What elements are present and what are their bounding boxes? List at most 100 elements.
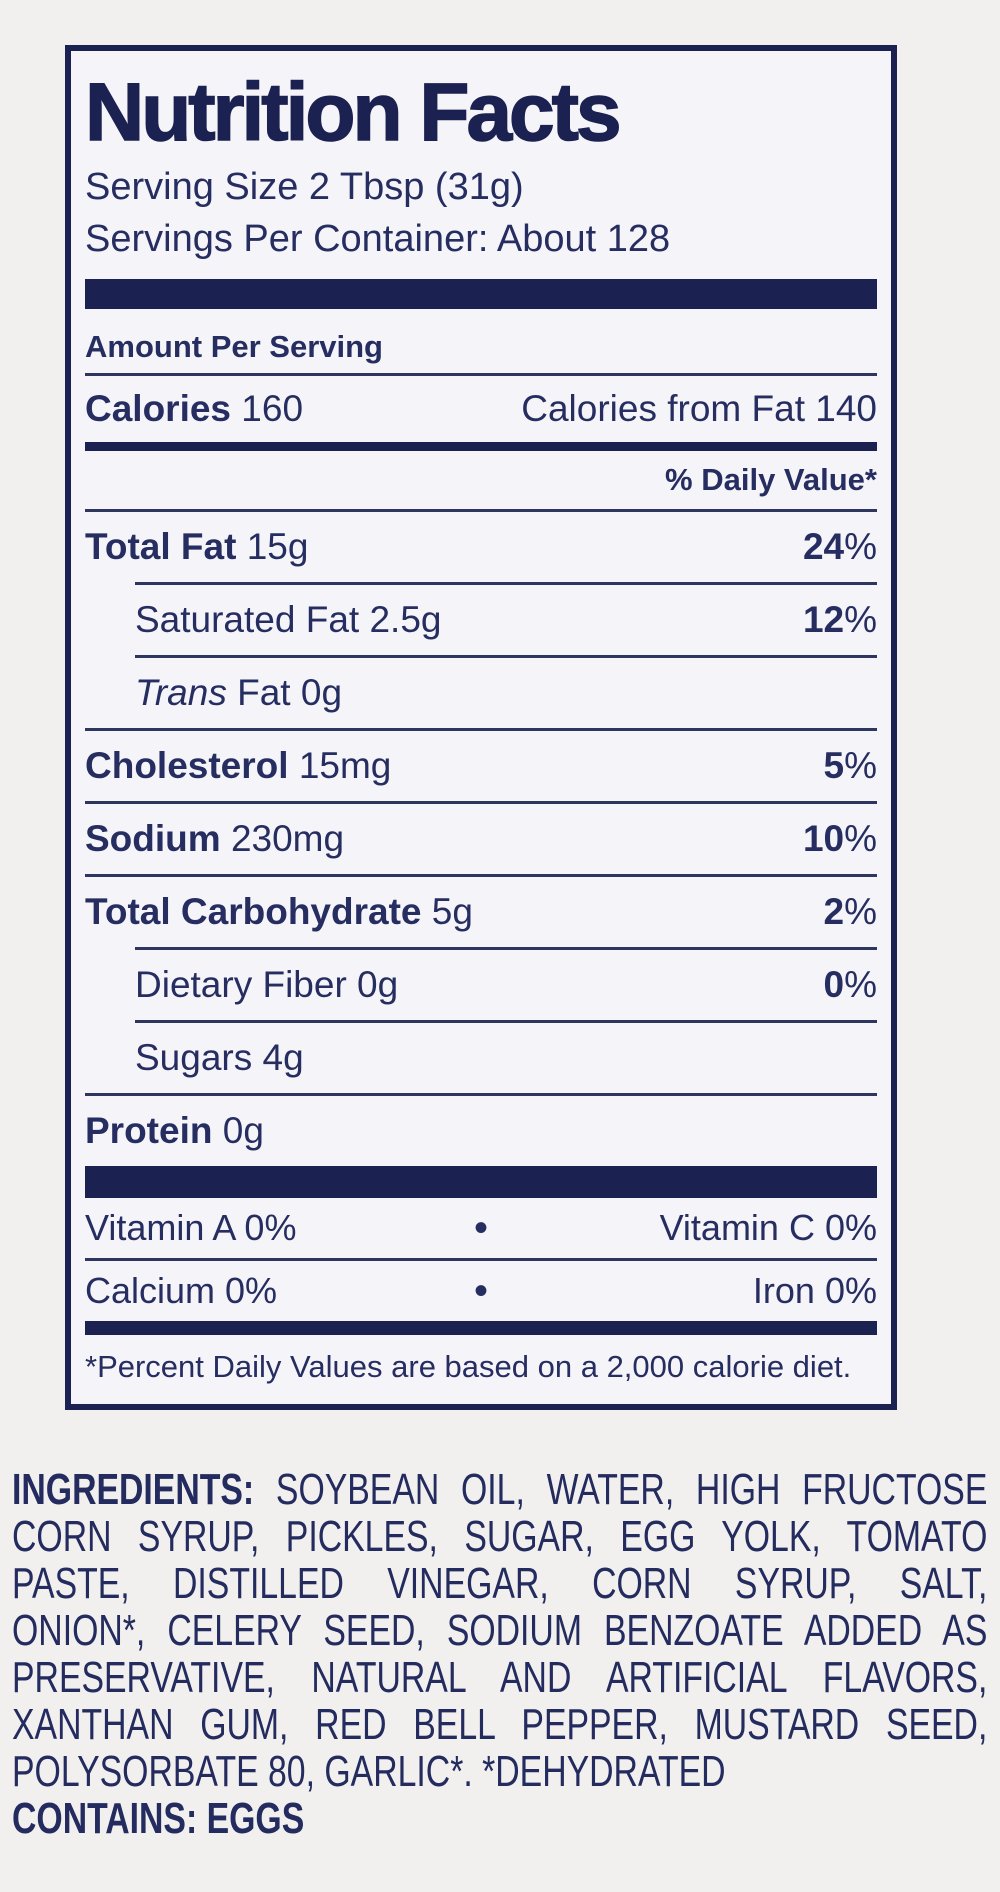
divider <box>85 1258 877 1261</box>
ingredient-line-text: PASTE, DISTILLED VINEGAR, CORN SYRUP, SA… <box>12 1559 988 1608</box>
ingredient-line: POLYSORBATE 80, GARLIC*. *DEHYDRATED <box>12 1748 987 1795</box>
nutrient-name: Total Carbohydrate 5g <box>85 891 473 933</box>
nutrient-name-text: Saturated Fat <box>135 599 360 640</box>
nutrient-row: Cholesterol 15mg 5% <box>85 731 877 801</box>
nutrient-name: Trans Fat 0g <box>135 672 342 714</box>
separator-bar-mid <box>85 1166 877 1198</box>
nutrient-name: Saturated Fat 2.5g <box>135 599 441 641</box>
daily-value-number: 5 <box>823 745 845 786</box>
nutrient-name-italic: Trans <box>135 672 227 713</box>
nutrient-name-text: Dietary Fiber <box>135 964 347 1005</box>
percent-sign: % <box>844 891 877 932</box>
nutrient-row: Sodium 230mg 10% <box>85 804 877 874</box>
nutrient-row: Dietary Fiber 0g 0% <box>85 950 877 1020</box>
separator-bar-top <box>85 279 877 309</box>
nutrient-name: Total Fat 15g <box>85 526 308 568</box>
ingredient-line: XANTHAN GUM, RED BELL PEPPER, MUSTARD SE… <box>12 1701 987 1748</box>
daily-value-number: 2 <box>823 891 845 932</box>
divider <box>135 655 877 658</box>
nutrient-amount: 4g <box>252 1037 304 1078</box>
nutrient-amount: 230mg <box>220 818 345 859</box>
micronutrient-row: Vitamin A 0% • Vitamin C 0% <box>85 1198 877 1258</box>
divider <box>135 582 877 585</box>
micronutrient-row: Calcium 0% • Iron 0% <box>85 1261 877 1321</box>
nutrient-name: Sugars 4g <box>135 1037 304 1079</box>
daily-value-percent: 0% <box>824 964 877 1006</box>
divider <box>85 509 877 512</box>
calories-label: Calories 160 <box>85 388 303 430</box>
micronutrient-left: Calcium 0% <box>85 1270 278 1311</box>
nutrient-amount: 0g <box>346 964 399 1005</box>
daily-value-percent: 10% <box>803 818 877 860</box>
divider <box>85 728 877 731</box>
divider <box>85 373 877 376</box>
serving-size: Serving Size 2 Tbsp (31g) <box>85 166 524 208</box>
ingredient-line-text: CORN SYRUP, PICKLES, SUGAR, EGG YOLK, TO… <box>12 1512 988 1561</box>
divider <box>85 801 877 804</box>
bullet-separator: • <box>473 1205 488 1250</box>
nutrient-name-text: Total Fat <box>85 526 237 567</box>
nutrient-name-text: Sodium <box>85 818 221 859</box>
daily-value-number: 12 <box>802 599 845 640</box>
ingredients-section: INGREDIENTS: SOYBEAN OIL, WATER, HIGH FR… <box>12 1466 987 1842</box>
percent-sign: % <box>844 745 877 786</box>
micronutrient-right: Iron 0% <box>752 1270 877 1311</box>
thick-rule <box>85 442 877 451</box>
divider <box>85 1093 877 1096</box>
nutrient-name-text: Total Carbohydrate <box>85 891 422 932</box>
nutrient-row: Trans Fat 0g <box>85 658 877 728</box>
servings-per-container: Servings Per Container: About 128 <box>85 218 671 260</box>
ingredient-line: PRESERVATIVE, NATURAL AND ARTIFICIAL FLA… <box>12 1654 987 1701</box>
ingredient-line: CORN SYRUP, PICKLES, SUGAR, EGG YOLK, TO… <box>12 1513 987 1560</box>
percent-sign: % <box>844 818 877 859</box>
nutrition-label: Nutrition Facts Serving Size 2 Tbsp (31g… <box>65 45 897 1410</box>
nutrient-amount: 15g <box>236 526 309 567</box>
ingredient-line-text: SOYBEAN OIL, WATER, HIGH FRUCTOSE <box>254 1465 988 1514</box>
nutrient-amount: 15mg <box>288 745 392 786</box>
amount-per-serving-label: Amount Per Serving <box>85 329 383 364</box>
nutrient-name-text: Protein <box>85 1110 213 1151</box>
daily-value-number: 10 <box>802 818 845 859</box>
nutrient-name-text: Sugars <box>135 1037 253 1078</box>
calories-from-fat: Calories from Fat 140 <box>521 388 877 429</box>
nutrient-name: Protein 0g <box>85 1110 264 1152</box>
nutrient-rows: Total Fat 15g 24% Saturated Fat 2.5g 12%… <box>85 512 877 1166</box>
nutrient-amount: 0g <box>290 672 343 713</box>
footnote: *Percent Daily Values are based on a 2,0… <box>85 1349 852 1384</box>
nutrient-name: Dietary Fiber 0g <box>135 964 398 1006</box>
nutrient-name-text: Fat <box>226 672 291 713</box>
micronutrient-left: Vitamin A 0% <box>85 1207 297 1248</box>
nutrient-name-text: Cholesterol <box>85 745 289 786</box>
nutrient-amount: 0g <box>212 1110 264 1151</box>
ingredient-line: INGREDIENTS: SOYBEAN OIL, WATER, HIGH FR… <box>12 1466 987 1513</box>
ingredient-line: PASTE, DISTILLED VINEGAR, CORN SYRUP, SA… <box>12 1560 987 1607</box>
percent-sign: % <box>844 599 877 640</box>
nutrient-row: Total Carbohydrate 5g 2% <box>85 877 877 947</box>
ingredient-line-text: XANTHAN GUM, RED BELL PEPPER, MUSTARD SE… <box>12 1700 988 1749</box>
percent-sign: % <box>844 526 877 567</box>
nutrient-row: Protein 0g <box>85 1096 877 1166</box>
bullet-separator: • <box>473 1268 488 1313</box>
daily-value-percent: 2% <box>824 891 877 933</box>
micronutrient-rows: Vitamin A 0% • Vitamin C 0% Calcium 0% •… <box>85 1198 877 1321</box>
micronutrient-right: Vitamin C 0% <box>659 1207 877 1248</box>
ingredient-line-bold: INGREDIENTS: <box>12 1465 255 1514</box>
daily-value-percent: 24% <box>803 526 877 568</box>
nutrient-row: Saturated Fat 2.5g 12% <box>85 585 877 655</box>
daily-value-header: % Daily Value* <box>665 462 877 497</box>
calories-value: 160 <box>241 388 304 429</box>
calories-word: Calories <box>85 388 232 429</box>
ingredient-line: ONION*, CELERY SEED, SODIUM BENZOATE ADD… <box>12 1607 987 1654</box>
divider <box>135 1020 877 1023</box>
nutrient-amount: 2.5g <box>359 599 442 640</box>
daily-value-percent: 12% <box>803 599 877 641</box>
divider <box>85 874 877 877</box>
nutrient-name: Cholesterol 15mg <box>85 745 391 787</box>
label-title: Nutrition Facts <box>84 66 622 159</box>
nutrient-name: Sodium 230mg <box>85 818 344 860</box>
daily-value-number: 24 <box>802 526 845 567</box>
divider <box>135 947 877 950</box>
calories-row: Calories 160 Calories from Fat 140 <box>85 376 877 442</box>
ingredient-line-text: POLYSORBATE 80, GARLIC*. *DEHYDRATED <box>12 1747 726 1796</box>
